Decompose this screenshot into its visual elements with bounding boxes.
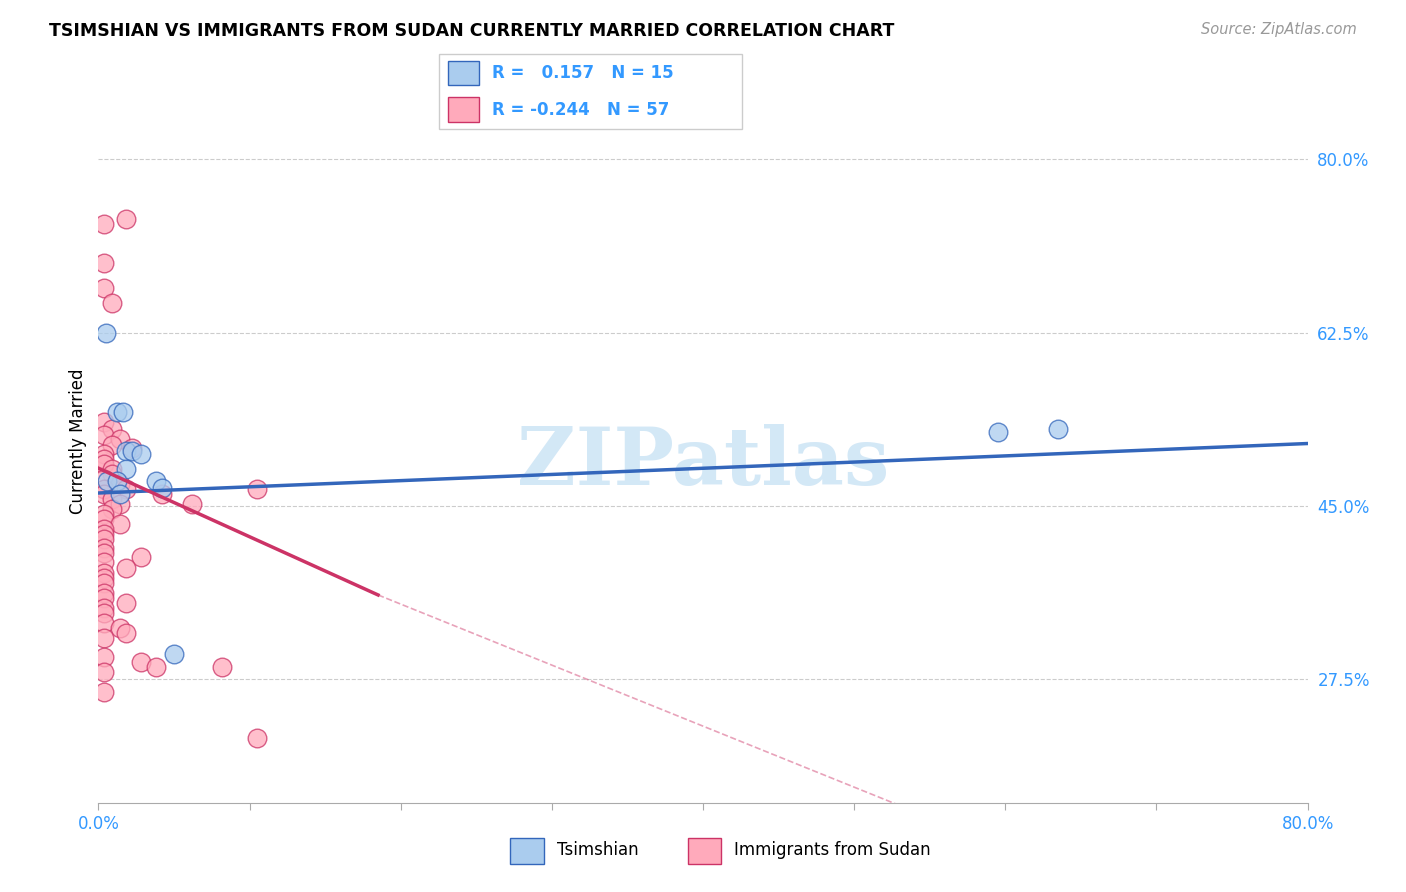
- Point: [101, 437, 124, 451]
- FancyBboxPatch shape: [439, 54, 742, 128]
- Point: [93, 522, 115, 536]
- Point: [93, 256, 115, 270]
- Point: [145, 474, 167, 488]
- Point: [93, 415, 115, 429]
- Point: [93, 576, 115, 591]
- Point: [108, 477, 131, 491]
- Point: [246, 482, 269, 496]
- Point: [93, 482, 115, 496]
- Point: [93, 571, 115, 585]
- Point: [108, 497, 131, 511]
- Point: [129, 655, 152, 669]
- Point: [93, 555, 115, 569]
- Point: [129, 447, 152, 461]
- Point: [108, 487, 131, 501]
- Point: [114, 462, 136, 476]
- Point: [114, 444, 136, 458]
- Point: [114, 211, 136, 226]
- Point: [93, 685, 115, 699]
- Point: [150, 481, 173, 495]
- Point: [114, 561, 136, 575]
- Point: [150, 487, 173, 501]
- Point: [101, 501, 124, 516]
- Point: [93, 586, 115, 600]
- Point: [93, 541, 115, 556]
- Point: [114, 625, 136, 640]
- Point: [96, 474, 118, 488]
- Point: [93, 532, 115, 546]
- Point: [93, 458, 115, 472]
- Text: ZIPatlas: ZIPatlas: [517, 425, 889, 502]
- Point: [93, 427, 115, 442]
- Point: [246, 731, 269, 746]
- Point: [93, 452, 115, 467]
- Y-axis label: Currently Married: Currently Married: [69, 368, 87, 515]
- Point: [101, 491, 124, 506]
- Point: [93, 512, 115, 526]
- Point: [93, 281, 115, 295]
- Point: [93, 526, 115, 541]
- Point: [93, 606, 115, 620]
- Point: [93, 566, 115, 581]
- Point: [163, 648, 186, 662]
- Bar: [510, 838, 544, 863]
- Point: [93, 591, 115, 605]
- Point: [101, 422, 124, 436]
- Point: [211, 660, 233, 674]
- Point: [101, 296, 124, 310]
- Point: [105, 474, 128, 488]
- Point: [121, 442, 143, 456]
- Text: Source: ZipAtlas.com: Source: ZipAtlas.com: [1201, 22, 1357, 37]
- Point: [93, 631, 115, 645]
- Point: [93, 600, 115, 615]
- Text: TSIMSHIAN VS IMMIGRANTS FROM SUDAN CURRENTLY MARRIED CORRELATION CHART: TSIMSHIAN VS IMMIGRANTS FROM SUDAN CURRE…: [49, 22, 894, 40]
- Point: [129, 550, 152, 565]
- Point: [93, 472, 115, 486]
- Bar: [688, 838, 721, 863]
- Point: [101, 462, 124, 476]
- Point: [93, 546, 115, 560]
- Point: [105, 405, 128, 419]
- Point: [121, 444, 143, 458]
- Text: R =   0.157   N = 15: R = 0.157 N = 15: [492, 64, 673, 82]
- Point: [93, 487, 115, 501]
- Text: Immigrants from Sudan: Immigrants from Sudan: [734, 840, 931, 859]
- Point: [181, 497, 204, 511]
- Point: [114, 482, 136, 496]
- Point: [1047, 422, 1070, 436]
- Point: [93, 217, 115, 231]
- Point: [987, 425, 1010, 439]
- Point: [108, 621, 131, 635]
- Point: [114, 596, 136, 610]
- Point: [93, 507, 115, 521]
- Point: [93, 665, 115, 680]
- Text: Tsimshian: Tsimshian: [557, 840, 638, 859]
- Point: [111, 405, 134, 419]
- Point: [108, 516, 131, 531]
- Bar: [449, 62, 479, 86]
- Point: [101, 467, 124, 482]
- Point: [93, 447, 115, 461]
- Bar: [449, 97, 479, 122]
- Text: R = -0.244   N = 57: R = -0.244 N = 57: [492, 101, 669, 119]
- Point: [108, 432, 131, 446]
- Point: [93, 650, 115, 665]
- Point: [94, 326, 117, 340]
- Point: [145, 660, 167, 674]
- Point: [93, 615, 115, 630]
